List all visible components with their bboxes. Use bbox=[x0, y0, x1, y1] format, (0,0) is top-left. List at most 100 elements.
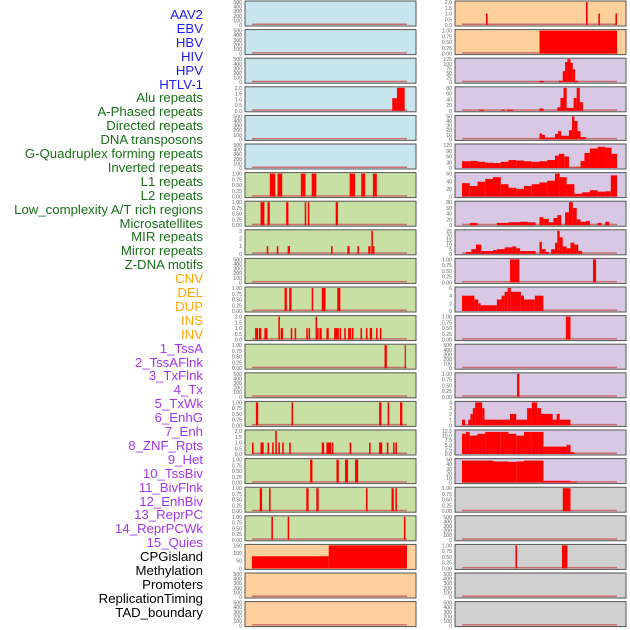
bar bbox=[376, 328, 378, 340]
y-tick-label: 0.0 bbox=[235, 338, 242, 344]
bar bbox=[379, 442, 383, 454]
bar bbox=[541, 134, 545, 140]
bar bbox=[555, 242, 558, 254]
y-tick-label: 100 bbox=[233, 18, 242, 24]
bar bbox=[267, 442, 270, 454]
bar bbox=[584, 152, 590, 168]
bar bbox=[310, 459, 313, 483]
bar bbox=[469, 160, 478, 168]
y-tick-label: 12.5 bbox=[442, 429, 452, 435]
y-tick-label: 400 bbox=[443, 605, 452, 611]
y-tick-label: 1 bbox=[449, 418, 452, 424]
bar bbox=[592, 259, 597, 283]
y-tick-label: 0 bbox=[449, 252, 452, 258]
bar bbox=[386, 442, 389, 454]
bar bbox=[369, 442, 371, 454]
bar bbox=[255, 328, 259, 340]
y-tick-label: 0.75 bbox=[232, 406, 242, 412]
y-tick-label: 400 bbox=[233, 33, 242, 39]
bar bbox=[485, 162, 493, 168]
bar bbox=[531, 431, 544, 454]
bar bbox=[561, 545, 568, 569]
bar bbox=[524, 185, 532, 197]
y-tick-label: 80 bbox=[446, 86, 452, 92]
y-tick-label: 0.00 bbox=[442, 509, 452, 515]
track-label: ReplicationTiming bbox=[98, 590, 203, 606]
y-tick-label: 0.5 bbox=[235, 446, 242, 452]
y-tick-label: 40 bbox=[446, 179, 452, 185]
track-label: MIR repeats bbox=[131, 229, 203, 245]
y-tick-label: 0.0 bbox=[445, 23, 452, 29]
bar bbox=[477, 161, 486, 168]
y-tick-label: 300 bbox=[233, 381, 242, 387]
bar bbox=[527, 222, 536, 226]
y-tick-label: 0.25 bbox=[232, 418, 242, 424]
bar bbox=[269, 488, 271, 512]
y-tick-label: 1.00 bbox=[442, 543, 452, 549]
y-tick-label: 300 bbox=[233, 9, 242, 15]
bar bbox=[597, 222, 602, 226]
bar bbox=[589, 190, 598, 197]
y-tick-label: 0.00 bbox=[442, 566, 452, 572]
bar bbox=[475, 402, 483, 426]
bar bbox=[568, 202, 573, 226]
y-tick-label: 100 bbox=[233, 161, 242, 167]
track-label: Promoters bbox=[142, 576, 203, 592]
baseline bbox=[252, 509, 407, 512]
bar bbox=[559, 177, 567, 197]
y-tick-label: 300 bbox=[233, 267, 242, 273]
bar bbox=[379, 402, 382, 426]
panel-background bbox=[244, 57, 417, 84]
bar bbox=[395, 442, 397, 454]
track-label: HTLV-1 bbox=[159, 76, 203, 92]
track-labels: AAV2 EBV HBV HIV HPV HTLV-1 Alu repeats A-Phase… bbox=[0, 0, 203, 630]
track-label: L1 repeats bbox=[140, 173, 203, 189]
bar bbox=[328, 545, 407, 569]
track-panel: 0.000.250.500.751.00 bbox=[232, 515, 417, 544]
panel-background bbox=[454, 315, 627, 342]
y-tick-label: 400 bbox=[233, 376, 242, 382]
y-tick-label: 10 bbox=[446, 133, 452, 139]
y-tick-label: 0.25 bbox=[442, 46, 452, 52]
y-tick-label: 500 bbox=[233, 143, 242, 149]
bar bbox=[573, 97, 577, 111]
track-label: Alu repeats bbox=[136, 90, 203, 106]
bar bbox=[570, 242, 575, 254]
panel-background bbox=[244, 229, 417, 256]
track-panel: 0.000.250.500.751.00 bbox=[232, 458, 417, 487]
y-tick-label: 1.0 bbox=[235, 97, 242, 103]
panel-background bbox=[244, 372, 417, 399]
y-tick-label: 0.25 bbox=[442, 561, 452, 567]
y-tick-label: 400 bbox=[233, 605, 242, 611]
y-tick-label: 300 bbox=[233, 124, 242, 130]
bar bbox=[516, 160, 524, 168]
track-label: CNV bbox=[175, 271, 203, 287]
y-tick-label: 500 bbox=[233, 114, 242, 120]
bar bbox=[515, 545, 518, 569]
track-label: INS bbox=[181, 312, 203, 328]
y-tick-label: 0 bbox=[449, 423, 452, 429]
bar bbox=[560, 97, 564, 111]
bar bbox=[291, 402, 294, 426]
baseline bbox=[252, 423, 407, 426]
bar bbox=[271, 516, 273, 540]
y-tick-label: 2.0 bbox=[445, 0, 452, 6]
y-tick-label: 0.75 bbox=[442, 492, 452, 498]
track-panel: 0.000.250.500.751.00 bbox=[232, 172, 417, 201]
y-tick-label: 50 bbox=[446, 458, 452, 464]
y-tick-label: 1.00 bbox=[232, 486, 242, 492]
bar bbox=[570, 107, 574, 111]
bar bbox=[264, 328, 268, 340]
bar bbox=[539, 30, 617, 54]
bar bbox=[392, 98, 397, 111]
panel-background bbox=[244, 572, 417, 599]
bar bbox=[493, 431, 501, 454]
baseline bbox=[252, 309, 407, 311]
bar bbox=[300, 173, 306, 197]
track-panel: 0.000.250.500.751.00 bbox=[442, 543, 627, 572]
